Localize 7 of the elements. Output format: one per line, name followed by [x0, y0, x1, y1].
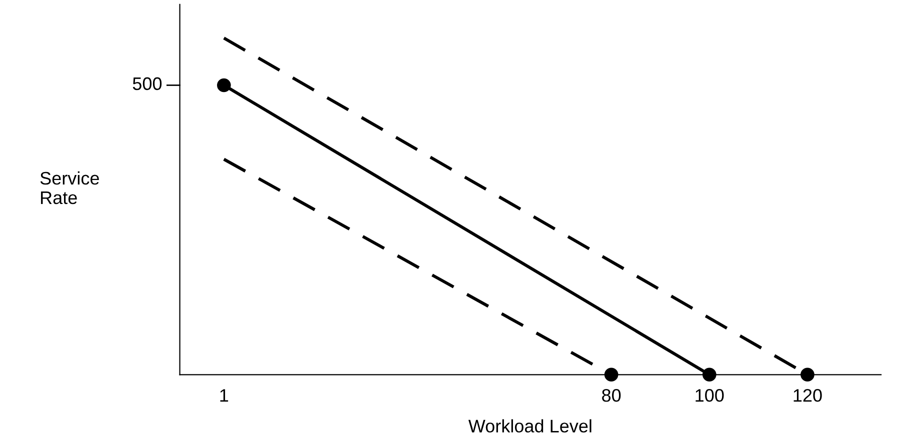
x-tick-label: 1 — [220, 389, 228, 402]
y-axis-title: Service Rate — [40, 171, 99, 204]
x-axis-title: Workload Level — [468, 419, 592, 433]
text: 500 — [132, 77, 162, 90]
x-tick-label: 100 — [696, 389, 724, 402]
x-tick-label: 120 — [794, 389, 822, 402]
x-tick-label: 80 — [602, 389, 621, 402]
